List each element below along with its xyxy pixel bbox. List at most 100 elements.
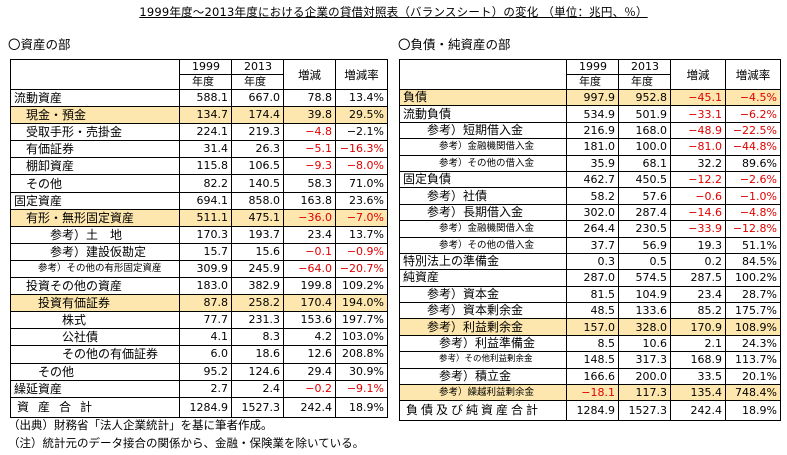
value-2013: 100.0 [618, 138, 671, 156]
value-change-rate: 89.6% [725, 154, 781, 172]
table-row: 参考）短期借入金 216.9 168.0 −48.9 −22.5% [399, 121, 781, 140]
value-1999: 35.9 [566, 154, 619, 172]
liabilities-table: 1999 2013 増減 増減率 年度 年度 負債 997.9 952.8 −45.1 −4.5% 流… [399, 59, 781, 422]
value-1999: 4.1 [179, 328, 232, 347]
value-change: −4.8 [283, 123, 336, 142]
value-1999: 8.5 [566, 334, 619, 353]
value-1999: 287.0 [566, 269, 619, 287]
header-row: 1999 2013 増減 増減率 [399, 59, 781, 90]
assets-table: 1999 2013 増減 増減率 年度 年度 流動資産 588.1 667.0 78.8 13.4%… [10, 59, 388, 418]
header-year-1999: 1999 [179, 59, 232, 75]
row-label: 公社債 [10, 328, 180, 347]
value-change-rate: −20.7% [335, 259, 388, 279]
page-title: 1999年度～2013年度における企業の貸借対照表（バランスシート）の変化 （単… [139, 5, 648, 19]
value-1999: 166.6 [566, 367, 619, 386]
row-label: 有形・無形固定資産 [10, 208, 180, 227]
value-change-rate: 71.0% [335, 174, 388, 193]
table-row: 参考）利益準備金 8.5 10.6 2.1 24.3% [399, 334, 781, 353]
value-1999: 183.0 [179, 277, 232, 296]
value-change: −12.2 [670, 170, 726, 189]
value-change-rate: −4.8% [725, 203, 781, 222]
value-change: 32.2 [670, 154, 726, 172]
value-2013: 18.6 [231, 345, 284, 364]
total-change: 242.4 [283, 396, 336, 418]
table-row: 参考）土 地 170.3 193.7 23.4 13.7% [10, 225, 388, 244]
row-label: 流動負債 [399, 105, 567, 123]
value-change: −14.6 [670, 203, 726, 222]
value-1999: 48.5 [566, 302, 619, 320]
value-2013: 231.3 [231, 311, 284, 330]
table-row: 公社債 4.1 8.3 4.2 103.0% [10, 328, 388, 347]
value-2013: 0.5 [618, 252, 671, 271]
value-change-rate: 194.0% [335, 294, 388, 313]
value-2013: 230.5 [618, 220, 671, 238]
liabilities-section-title: 〇負債・純資産の部 [398, 37, 511, 52]
table-row: 流動負債 534.9 501.9 −33.1 −6.2% [399, 105, 781, 123]
header-year-label: 年度 [179, 74, 232, 90]
total-change-rate: 18.9% [725, 400, 781, 422]
row-label: 参考）短期借入金 [399, 121, 567, 140]
row-label: 参考）建設仮勘定 [10, 242, 180, 261]
value-1999: 462.7 [566, 170, 619, 189]
header-change-rate: 増減率 [725, 59, 781, 90]
value-1999: 148.5 [566, 351, 619, 369]
value-2013: 258.2 [231, 294, 284, 313]
value-change: 4.2 [283, 328, 336, 347]
value-1999: 997.9 [566, 88, 619, 107]
total-label: 負債及び純資産合計 [399, 400, 567, 422]
table-row: 参考）その他の借入金 35.9 68.1 32.2 89.6% [399, 154, 781, 172]
header-blank [399, 59, 567, 90]
value-2013: 2.4 [231, 379, 284, 398]
value-1999: 81.5 [566, 285, 619, 304]
row-label: 負債 [399, 88, 567, 107]
value-change: −9.3 [283, 157, 336, 176]
table-row: その他 82.2 140.5 58.3 71.0% [10, 174, 388, 193]
value-change-rate: 108.9% [725, 318, 781, 336]
row-label: 固定負債 [399, 170, 567, 189]
value-change-rate: −22.5% [725, 121, 781, 140]
table-row: 参考）その他の借入金 37.7 56.9 19.3 51.1% [399, 236, 781, 254]
value-change-rate: 197.7% [335, 311, 388, 330]
table-row: 参考）繰越利益剰余金 −18.1 117.3 135.4 748.4% [399, 384, 781, 402]
total-1999: 1284.9 [566, 400, 619, 422]
table-row: 有形・無形固定資産 511.1 475.1 −36.0 −7.0% [10, 208, 388, 227]
value-2013: 124.6 [231, 362, 284, 381]
value-change: −33.9 [670, 220, 726, 238]
value-2013: 574.5 [618, 269, 671, 287]
table-row: 参考）長期借入金 302.0 287.4 −14.6 −4.8% [399, 203, 781, 222]
value-change-rate: 51.1% [725, 236, 781, 254]
value-2013: 200.0 [618, 367, 671, 386]
table-row: その他 95.2 124.6 29.4 30.9% [10, 362, 388, 381]
row-label: 参考）社債 [399, 187, 567, 205]
header-year-2013: 2013 [231, 59, 284, 75]
table-row: 参考）金融機関借入金 181.0 100.0 −81.0 −44.8% [399, 138, 781, 156]
value-change-rate: 208.8% [335, 345, 388, 364]
table-row: 流動資産 588.1 667.0 78.8 13.4% [10, 88, 388, 108]
row-label: 固定資産 [10, 191, 180, 210]
table-row: 参考）その他の有形固定資産 309.9 245.9 −64.0 −20.7% [10, 259, 388, 279]
row-label: 現金・預金 [10, 106, 180, 125]
value-change: −36.0 [283, 208, 336, 227]
value-change: 135.4 [670, 384, 726, 402]
value-1999: −18.1 [566, 384, 619, 402]
value-change-rate: 109.2% [335, 277, 388, 296]
table-row: 固定負債 462.7 450.5 −12.2 −2.6% [399, 170, 781, 189]
value-change-rate: 84.5% [725, 252, 781, 271]
row-label: 参考）金融機関借入金 [399, 220, 567, 238]
table-row: 参考）積立金 166.6 200.0 33.5 20.1% [399, 367, 781, 386]
row-label: 有価証券 [10, 140, 180, 159]
row-label: 参考）その他の借入金 [399, 154, 567, 172]
header-year-label: 年度 [231, 74, 284, 90]
value-2013: 140.5 [231, 174, 284, 193]
header-blank [10, 59, 180, 90]
row-label: 参考）金融機関借入金 [399, 138, 567, 156]
row-label: その他の有価証券 [10, 345, 180, 364]
value-change-rate: 175.7% [725, 302, 781, 320]
value-change: 2.1 [670, 334, 726, 353]
value-1999: 77.7 [179, 311, 232, 330]
value-change: 33.5 [670, 367, 726, 386]
value-change-rate: 13.4% [335, 88, 388, 108]
value-change-rate: 23.6% [335, 191, 388, 210]
value-change-rate: −12.8% [725, 220, 781, 238]
row-label: 参考）資本金 [399, 285, 567, 304]
